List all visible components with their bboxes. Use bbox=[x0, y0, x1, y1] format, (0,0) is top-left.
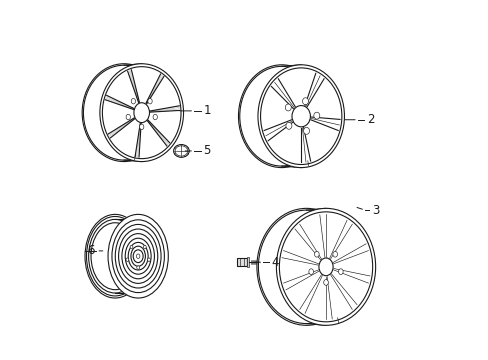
Ellipse shape bbox=[153, 114, 157, 120]
Text: 5: 5 bbox=[203, 144, 210, 157]
Bar bbox=[236, 258, 247, 266]
Ellipse shape bbox=[276, 208, 375, 325]
Ellipse shape bbox=[302, 98, 308, 105]
Ellipse shape bbox=[338, 269, 343, 275]
Ellipse shape bbox=[108, 215, 168, 298]
Text: 4: 4 bbox=[271, 256, 279, 269]
Ellipse shape bbox=[332, 251, 337, 257]
Text: 6: 6 bbox=[87, 244, 95, 257]
Text: 1: 1 bbox=[203, 104, 211, 117]
Ellipse shape bbox=[258, 65, 344, 168]
Ellipse shape bbox=[303, 127, 309, 134]
Ellipse shape bbox=[285, 122, 291, 129]
Ellipse shape bbox=[291, 105, 310, 127]
Ellipse shape bbox=[126, 114, 130, 120]
Ellipse shape bbox=[100, 64, 183, 162]
Ellipse shape bbox=[133, 250, 143, 262]
Ellipse shape bbox=[314, 251, 319, 257]
Ellipse shape bbox=[147, 258, 150, 261]
Ellipse shape bbox=[323, 280, 327, 285]
Ellipse shape bbox=[285, 104, 291, 111]
Ellipse shape bbox=[173, 145, 189, 157]
Bar bbox=[247, 257, 249, 267]
Ellipse shape bbox=[313, 112, 319, 119]
Ellipse shape bbox=[136, 254, 140, 258]
Text: 2: 2 bbox=[366, 113, 373, 126]
Ellipse shape bbox=[139, 124, 143, 130]
Ellipse shape bbox=[143, 245, 146, 249]
Ellipse shape bbox=[130, 245, 133, 249]
Ellipse shape bbox=[134, 103, 149, 123]
Ellipse shape bbox=[137, 266, 139, 269]
Ellipse shape bbox=[318, 258, 332, 276]
Ellipse shape bbox=[131, 98, 135, 104]
Text: 3: 3 bbox=[371, 204, 379, 217]
Ellipse shape bbox=[308, 269, 313, 275]
Ellipse shape bbox=[126, 258, 128, 261]
Ellipse shape bbox=[147, 98, 152, 104]
